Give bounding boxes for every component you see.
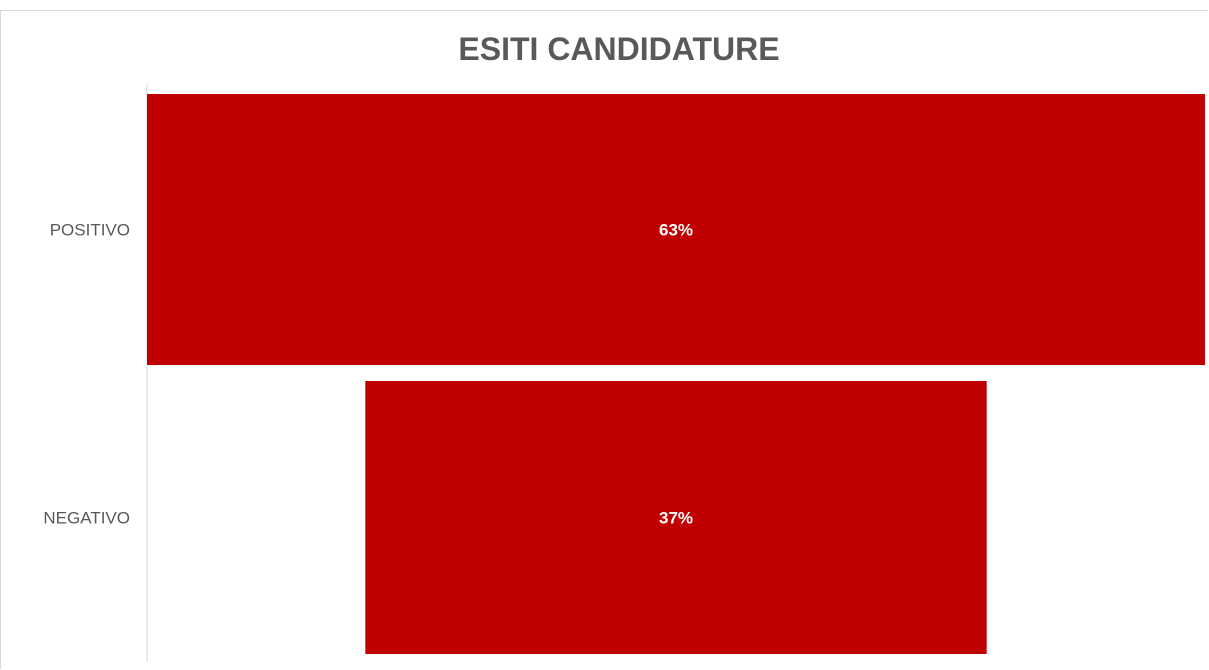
category-label-negativo: NEGATIVO: [43, 509, 130, 528]
bar-positivo: [147, 94, 1205, 365]
data-label-negativo: 37%: [659, 509, 693, 528]
category-label-positivo: POSITIVO: [50, 221, 130, 240]
bars: 63% POSITIVO 37% NEGATIVO: [43, 94, 1205, 654]
chart-frame: [0, 10, 1208, 669]
chart-title: ESITI CANDIDATURE: [458, 31, 780, 67]
bar-negativo: [365, 381, 987, 654]
data-label-positivo: 63%: [659, 221, 693, 240]
